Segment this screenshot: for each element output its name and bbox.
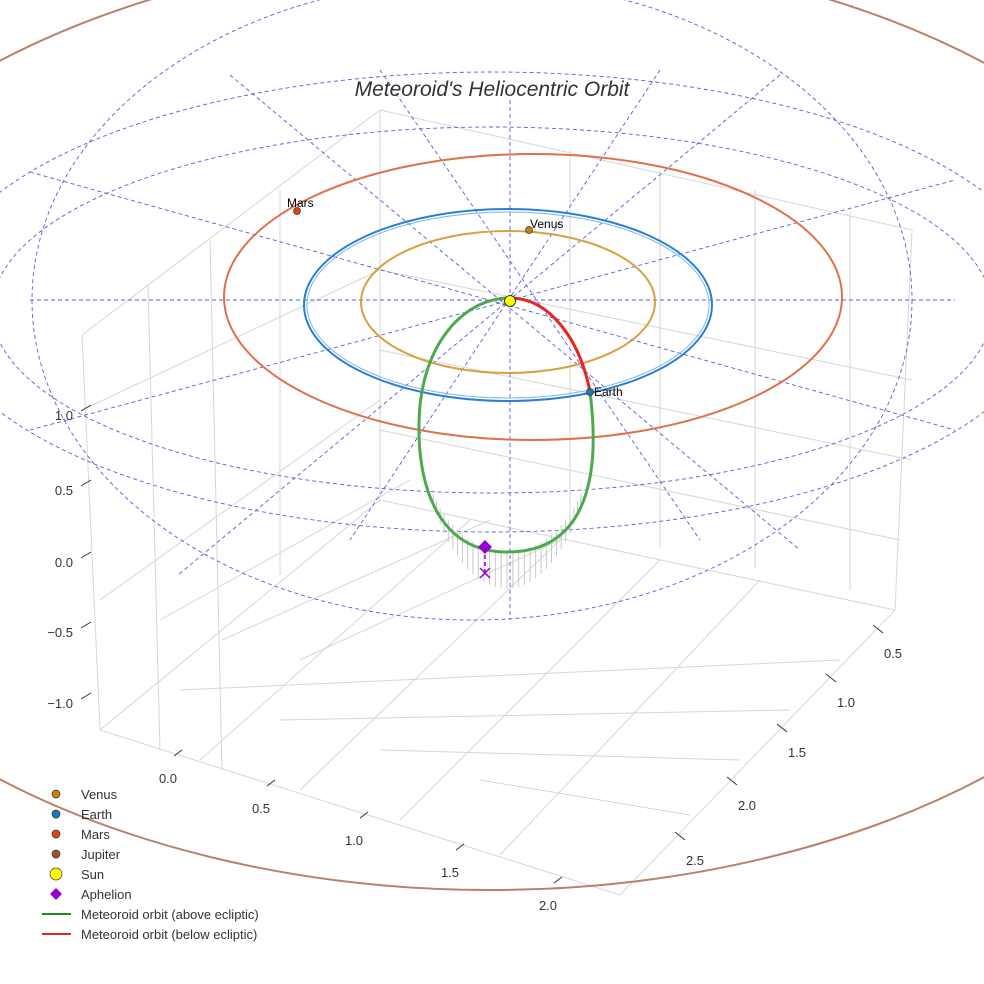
x-tick-label: 0.0 [159,771,177,786]
x-tick-label: 1.0 [345,833,363,848]
earth-label: Earth [594,385,623,399]
y-tick-label: 1.0 [837,695,855,710]
z-tick-label: 1.0 [55,408,73,423]
mars-marker [293,207,301,215]
x-tick-label: 0.5 [252,801,270,816]
y-tick-label: 2.5 [686,853,704,868]
aphelion-projection-x-icon [479,567,491,579]
legend-marker [49,867,63,881]
legend-label: Mars [81,827,110,842]
x-tick-label: 1.5 [441,865,459,880]
x-tick-mark [173,749,183,757]
y-tick-label: 1.5 [788,745,806,760]
y-tick-label: 2.0 [738,798,756,813]
earth-marker [586,388,594,396]
z-tick-mark [80,551,92,559]
z-tick-mark [80,621,92,629]
legend-marker [51,789,61,799]
x-tick-mark [359,811,369,819]
venus-marker [525,226,533,234]
legend-label: Venus [81,787,118,802]
y-tick-mark [674,831,686,841]
x-tick-mark [455,843,465,851]
aphelion-marker [478,540,492,554]
meteoroid-orbit-below [509,296,592,393]
legend-label: Meteoroid orbit (above ecliptic) [81,907,259,922]
legend-marker [50,888,62,900]
legend-marker [51,829,61,839]
x-tick-mark [266,779,276,787]
z-tick-label: −1.0 [47,696,73,711]
legend-marker [51,849,61,859]
z-tick-mark [80,692,92,700]
legend-label: Earth [81,807,112,822]
earth-orbit-inner [306,211,710,399]
jupiter-orbit [0,0,984,891]
x-tick-label: 2.0 [539,898,557,913]
mars-label: Mars [287,196,314,210]
y-tick-mark [825,673,837,683]
z-tick-label: 0.5 [55,483,73,498]
z-tick-mark [80,404,92,412]
meteoroid-orbit-above [417,296,595,554]
mars-orbit [223,153,843,441]
legend-marker [51,809,61,819]
y-tick-mark [872,624,884,634]
axis-ticks: 1.0 0.5 0.0 −0.5 −1.0 0.0 0.5 1.0 1.5 2.0 0.5 1.0 1.… [47,404,902,913]
legend-label: Aphelion [81,887,132,902]
venus-orbit [360,230,656,374]
y-tick-mark [726,776,738,786]
sun-marker [504,295,516,307]
grid [81,109,913,896]
legend-label: Jupiter [81,847,121,862]
z-tick-label: −0.5 [47,625,73,640]
venus-label: Venus [530,217,563,231]
y-tick-mark [776,723,788,733]
legend: Venus Earth Mars Jupiter Sun Aphelion Meteoroi… [42,787,259,942]
y-tick-label: 0.5 [884,646,902,661]
legend-label: Meteoroid orbit (below ecliptic) [81,927,257,942]
z-tick-label: 0.0 [55,555,73,570]
earth-orbit [303,208,713,402]
z-tick-mark [80,479,92,487]
legend-label: Sun [81,867,104,882]
x-tick-mark [553,876,563,884]
chart-title: Meteoroid's Heliocentric Orbit [355,78,631,101]
